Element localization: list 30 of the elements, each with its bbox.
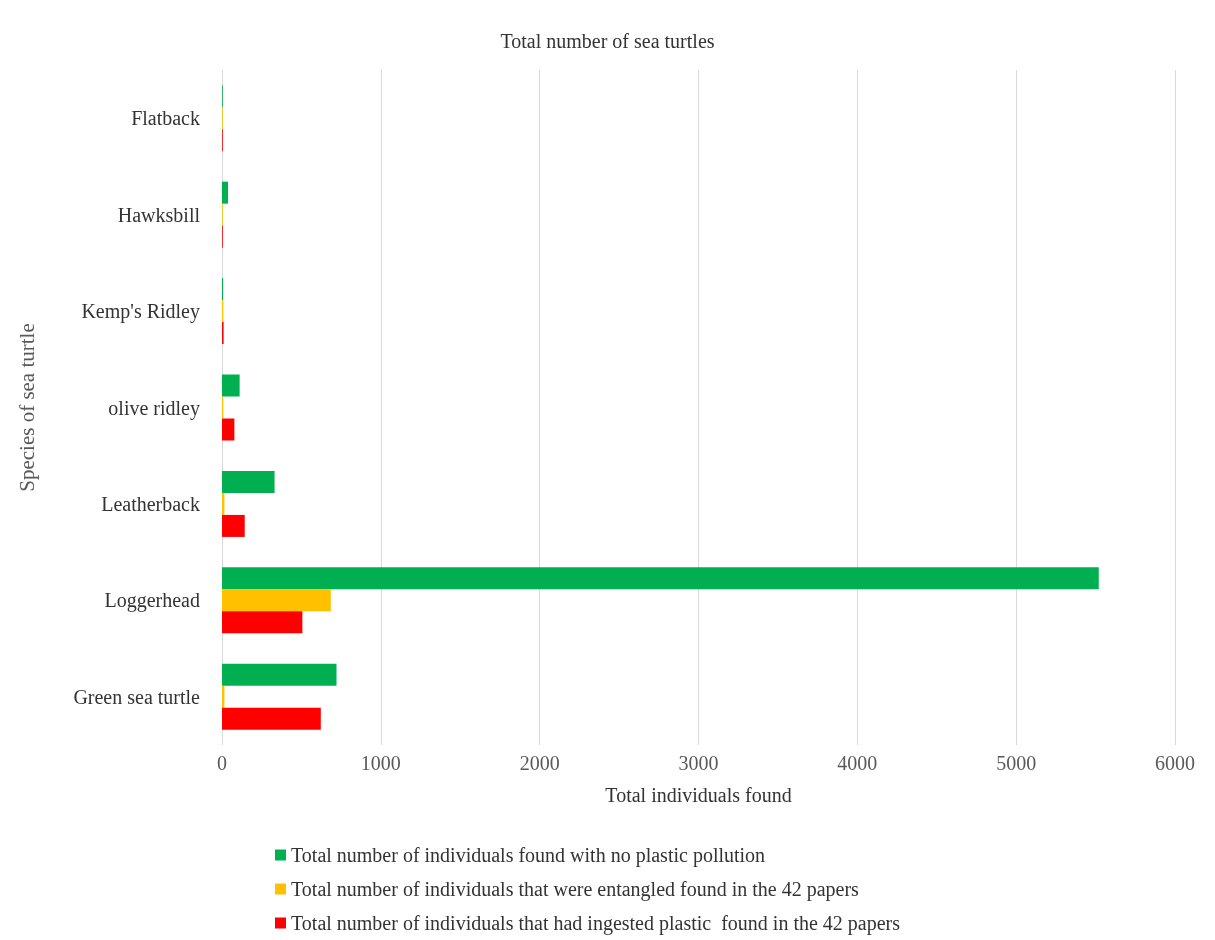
legend-label: Total number of individuals found with no plastic pollution bbox=[291, 844, 766, 867]
bar bbox=[222, 181, 229, 204]
y-tick-label: Leatherback bbox=[101, 492, 200, 515]
x-tick-label: 3000 bbox=[678, 752, 719, 774]
x-tick-label: 5000 bbox=[996, 752, 1037, 774]
bar bbox=[222, 567, 1099, 590]
chart-title: Total number of sea turtles bbox=[500, 30, 715, 52]
x-tick-label: 6000 bbox=[1155, 752, 1195, 774]
bar bbox=[222, 611, 303, 634]
y-tick-label: Hawksbill bbox=[117, 203, 201, 226]
x-tick-label: 0 bbox=[217, 752, 227, 774]
y-tick-label: olive ridley bbox=[108, 396, 200, 420]
x-tick-label: 2000 bbox=[519, 752, 560, 774]
legend-label: Total number of individuals that were entangled found in the 42 papers bbox=[291, 878, 860, 901]
bar bbox=[222, 514, 245, 537]
legend-label: Total number of individuals that had ingested plastic found in the 42 papers bbox=[291, 912, 901, 935]
y-tick-label: Flatback bbox=[131, 107, 200, 130]
bar bbox=[222, 374, 240, 397]
y-axis-title: Species of sea turtle bbox=[14, 323, 39, 492]
bar bbox=[222, 589, 331, 612]
bar bbox=[222, 707, 321, 730]
x-tick-label: 4000 bbox=[837, 752, 878, 774]
x-tick-label: 1000 bbox=[360, 752, 401, 774]
bar bbox=[222, 418, 235, 441]
bar bbox=[222, 663, 337, 686]
y-tick-label: Kemp's Ridley bbox=[81, 300, 200, 324]
y-tick-label: Loggerhead bbox=[104, 589, 200, 613]
y-tick-label: Green sea turtle bbox=[73, 685, 201, 708]
x-axis-title: Total individuals found bbox=[605, 784, 792, 806]
bar bbox=[222, 470, 275, 493]
